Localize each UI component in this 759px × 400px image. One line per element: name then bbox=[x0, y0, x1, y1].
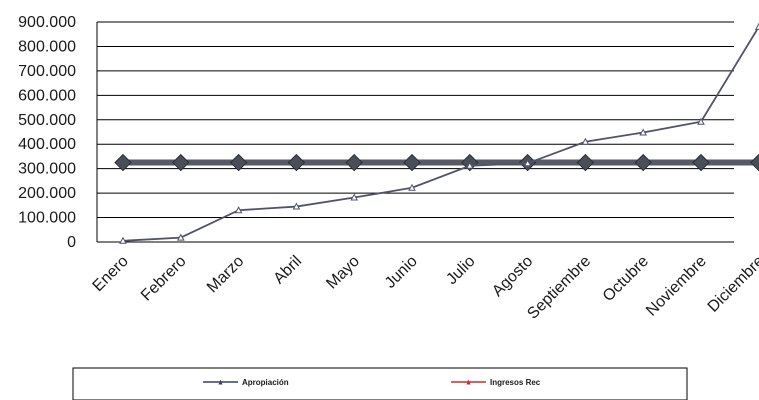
x-tick-label: Julio bbox=[443, 253, 478, 288]
data-point-ingresos-rec bbox=[697, 117, 705, 125]
data-point-apropiacion bbox=[114, 153, 132, 172]
y-tick-label: 600.000 bbox=[18, 87, 76, 104]
legend-marker-ingresos-rec bbox=[466, 379, 471, 385]
legend-label-apropiacion: Apropiación bbox=[242, 378, 289, 387]
x-tick-label: Junio bbox=[382, 253, 421, 292]
legend: Apropiación Ingresos Rec bbox=[72, 367, 688, 400]
data-point-apropiacion bbox=[229, 153, 248, 172]
series-line-ingresos-rec bbox=[122, 26, 759, 242]
data-point-apropiacion bbox=[403, 153, 421, 172]
x-tick-label: Abril bbox=[271, 253, 306, 288]
y-tick-label: 300.000 bbox=[18, 161, 76, 178]
data-point-ingresos-rec bbox=[350, 193, 359, 201]
y-tick-label: 400.000 bbox=[18, 136, 76, 153]
data-point-ingresos-rec bbox=[639, 128, 648, 136]
x-tick-label: Mayo bbox=[323, 253, 363, 293]
data-point-ingresos-rec bbox=[119, 236, 127, 244]
x-tick-label: Octubre bbox=[600, 253, 652, 305]
data-point-ingresos-rec bbox=[465, 161, 474, 169]
data-point-apropiacion bbox=[692, 153, 710, 172]
y-tick-label: 100.000 bbox=[18, 210, 76, 227]
legend-label-ingresos-rec: Ingresos Rec bbox=[490, 378, 541, 387]
y-tick-label: 900.000 bbox=[18, 14, 76, 31]
legend-marker-apropiacion bbox=[218, 379, 223, 385]
data-point-apropiacion bbox=[634, 153, 652, 172]
y-tick-label: 700.000 bbox=[18, 63, 76, 80]
data-point-apropiacion bbox=[172, 153, 190, 172]
y-tick-label: 0 bbox=[67, 234, 76, 251]
data-point-ingresos-rec bbox=[523, 159, 532, 167]
data-point-ingresos-rec bbox=[176, 233, 185, 241]
x-tick-label: Noviembre bbox=[643, 253, 710, 320]
data-point-apropiacion bbox=[576, 153, 595, 172]
data-point-apropiacion bbox=[345, 153, 363, 172]
x-tick-label: Febrero bbox=[138, 253, 190, 305]
x-tick-label: Agosto bbox=[489, 253, 536, 300]
x-tick-label: Diciembre bbox=[705, 253, 759, 316]
legend-box bbox=[72, 367, 688, 400]
series-apropiacion bbox=[114, 153, 759, 172]
data-point-apropiacion bbox=[750, 153, 759, 172]
gridlines bbox=[96, 21, 734, 243]
x-tick-label: Enero bbox=[90, 253, 132, 295]
y-tick-label: 800.000 bbox=[18, 38, 76, 55]
data-point-ingresos-rec bbox=[581, 137, 590, 145]
x-tick-label: Marzo bbox=[204, 253, 248, 297]
y-tick-label: 500.000 bbox=[18, 112, 76, 129]
data-point-ingresos-rec bbox=[234, 206, 243, 214]
series-ingresos-rec bbox=[119, 22, 759, 244]
data-point-apropiacion bbox=[287, 153, 306, 172]
data-point-ingresos-rec bbox=[408, 183, 416, 191]
data-point-ingresos-rec bbox=[292, 202, 301, 210]
y-axis-ticks: 0 100.000 200.000 300.000 400.000 500.000 600.… bbox=[18, 14, 76, 251]
y-tick-label: 200.000 bbox=[18, 185, 76, 202]
x-axis-ticks: Enero Febrero Marzo Abril Mayo Junio Julio Agos… bbox=[90, 253, 759, 323]
